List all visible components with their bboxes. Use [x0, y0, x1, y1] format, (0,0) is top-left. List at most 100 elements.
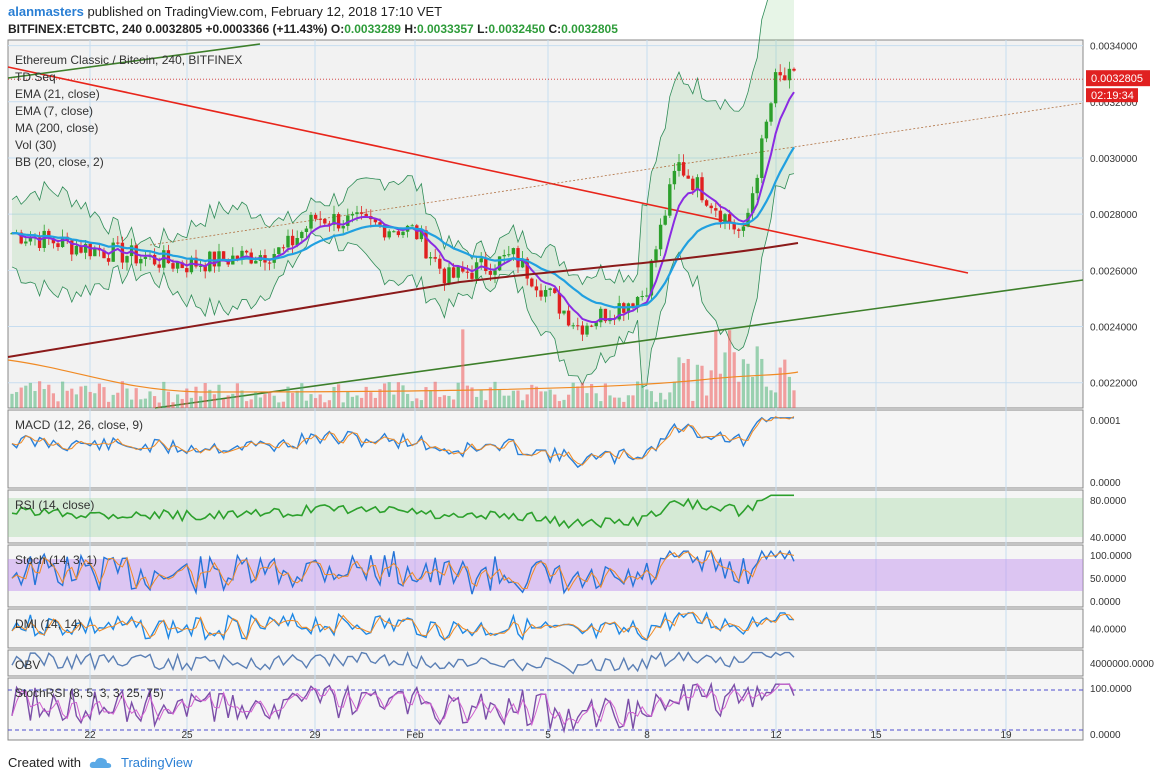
pane-tick: 4000000.0000: [1090, 659, 1154, 670]
volume-bar: [157, 402, 161, 408]
volume-bar: [281, 401, 285, 408]
candle-body: [479, 258, 483, 263]
volume-bar: [507, 395, 511, 408]
volume-bar: [585, 393, 589, 408]
indicator-line: [11, 650, 795, 675]
candle-body: [594, 322, 598, 327]
candle-body: [410, 225, 414, 227]
candle-body: [631, 303, 635, 308]
candle-body: [677, 162, 681, 171]
pane-tick: 0.0001: [1090, 416, 1121, 427]
price-tick: 0.0026000: [1090, 266, 1138, 277]
volume-bar: [590, 383, 594, 408]
change-value: +0.0003366 (+11.43%): [205, 22, 328, 36]
volume-bar: [705, 395, 709, 408]
x-tick: 5: [545, 730, 551, 741]
volume-bar: [553, 394, 557, 408]
x-tick: 12: [770, 730, 782, 741]
candle-body: [116, 242, 120, 244]
volume-bar: [728, 330, 732, 408]
pane-tick: 100.0000: [1090, 684, 1132, 695]
candle-body: [787, 68, 792, 81]
legend-item: Vol (30): [15, 138, 56, 152]
volume-bar: [107, 401, 111, 408]
candle-body: [212, 251, 217, 267]
volume-bar: [277, 402, 281, 408]
volume-bar: [291, 392, 295, 408]
volume-bar: [286, 386, 290, 408]
volume-bar: [424, 387, 428, 408]
bb-lower-line: [11, 173, 795, 388]
volume-bar: [79, 386, 83, 408]
volume-bar: [51, 393, 55, 408]
candle-body: [507, 254, 511, 256]
candle-body: [778, 72, 782, 76]
candle-body: [428, 257, 433, 259]
candle-body: [83, 243, 88, 253]
author-link[interactable]: alanmasters: [8, 4, 84, 19]
candle-body: [318, 218, 322, 220]
volume-bar: [396, 382, 400, 408]
h-value: 0.0033357: [416, 22, 474, 36]
indicator-line: [11, 494, 794, 530]
candle-body: [88, 243, 92, 257]
candle-body: [424, 230, 428, 259]
candle-body: [304, 228, 309, 232]
candle-body: [534, 286, 539, 291]
volume-bar: [645, 389, 649, 408]
volume-bar: [521, 400, 525, 408]
pane-label: RSI (14, close): [15, 498, 94, 512]
chart-title: Ethereum Classic / Bitcoin, 240, BITFINE…: [15, 53, 242, 67]
candle-body: [180, 262, 184, 269]
tradingview-brand[interactable]: TradingView: [120, 755, 193, 770]
candle-body: [157, 264, 161, 268]
volume-bar: [212, 394, 216, 408]
volume-bar: [525, 394, 529, 408]
volume-bar: [171, 402, 175, 408]
candle-body: [442, 268, 447, 284]
volume-bar: [28, 382, 32, 408]
pane-tick: 80.0000: [1090, 496, 1127, 507]
volume-bar: [626, 395, 630, 408]
candle-body: [401, 231, 405, 236]
countdown-tag: [1086, 88, 1138, 103]
candle-body: [166, 250, 171, 264]
price-tick: 0.0030000: [1090, 154, 1138, 165]
volume-bar: [84, 385, 88, 408]
volume-bar: [162, 381, 166, 408]
volume-bar: [544, 391, 548, 408]
volume-bar: [143, 398, 147, 408]
volume-bar: [226, 395, 230, 408]
ma200-line: [7, 242, 799, 358]
volume-bar: [199, 396, 203, 408]
volume-bar: [571, 382, 575, 408]
volume-bar: [695, 364, 699, 408]
h-label: H:: [404, 22, 417, 36]
candle-body: [695, 177, 700, 191]
candle-body: [37, 237, 42, 248]
pane-label: DMI (14, 14): [15, 617, 82, 631]
last-price-text: 0.0032805: [1091, 73, 1143, 85]
candle-body: [221, 251, 226, 260]
footer: Created with TradingView: [8, 755, 193, 770]
candle-body: [350, 214, 355, 216]
volume-bar: [272, 395, 276, 408]
volume-bar: [456, 382, 460, 408]
price-tick: 0.0028000: [1090, 210, 1138, 221]
volume-bar: [134, 388, 138, 408]
volume-bar: [56, 401, 60, 408]
volume-bar: [166, 391, 170, 408]
volume-bar: [691, 400, 695, 408]
volume-bar: [314, 398, 318, 408]
volume-bar: [217, 384, 221, 408]
volume-bar: [235, 383, 239, 408]
volume-bar: [387, 382, 391, 408]
volume-bar: [764, 386, 768, 408]
candle-body: [47, 230, 51, 239]
volume-bar: [640, 385, 644, 408]
candle-body: [727, 214, 732, 223]
candle-body: [645, 295, 649, 297]
volume-bar: [562, 399, 566, 408]
volume-bar: [709, 370, 713, 408]
